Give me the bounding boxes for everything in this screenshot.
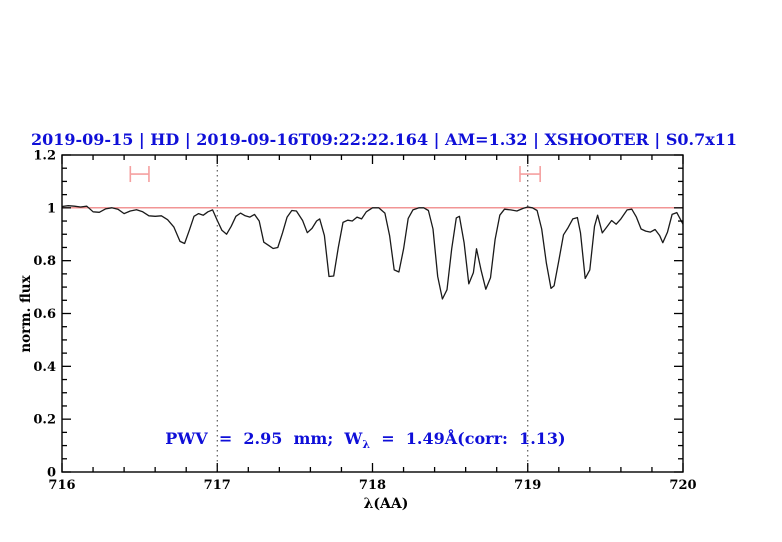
y-tick-label: 0.8	[33, 254, 56, 269]
y-axis-label: norm. flux	[18, 275, 34, 353]
pwv-annotation: PWV = 2.95 mm; Wλ = 1.49Å(corr: 1.13)	[143, 410, 566, 467]
x-tick-label: 720	[669, 478, 696, 493]
y-tick-label: 0.4	[33, 360, 56, 375]
pwv-annotation-sub: λ	[362, 438, 371, 452]
x-tick-label: 717	[204, 478, 231, 493]
y-tick-label: 1	[47, 201, 56, 216]
y-tick-label: 0	[47, 466, 56, 481]
y-tick-label: 1.2	[33, 149, 56, 164]
pwv-annotation-pre: PWV = 2.95 mm; W	[165, 429, 363, 448]
x-tick-label: 716	[48, 478, 75, 493]
x-axis-label: λ(AA)	[363, 496, 409, 512]
spectrum-line	[61, 205, 684, 300]
x-tick-label: 718	[359, 478, 386, 493]
pwv-annotation-post: = 1.49Å(corr: 1.13)	[370, 429, 566, 448]
plot-title: 2019-09-15 | HD | 2019-09-16T09:22:22.16…	[30, 130, 738, 149]
y-tick-label: 0.2	[33, 413, 56, 428]
x-tick-label: 719	[514, 478, 541, 493]
y-tick-label: 0.6	[33, 307, 56, 322]
